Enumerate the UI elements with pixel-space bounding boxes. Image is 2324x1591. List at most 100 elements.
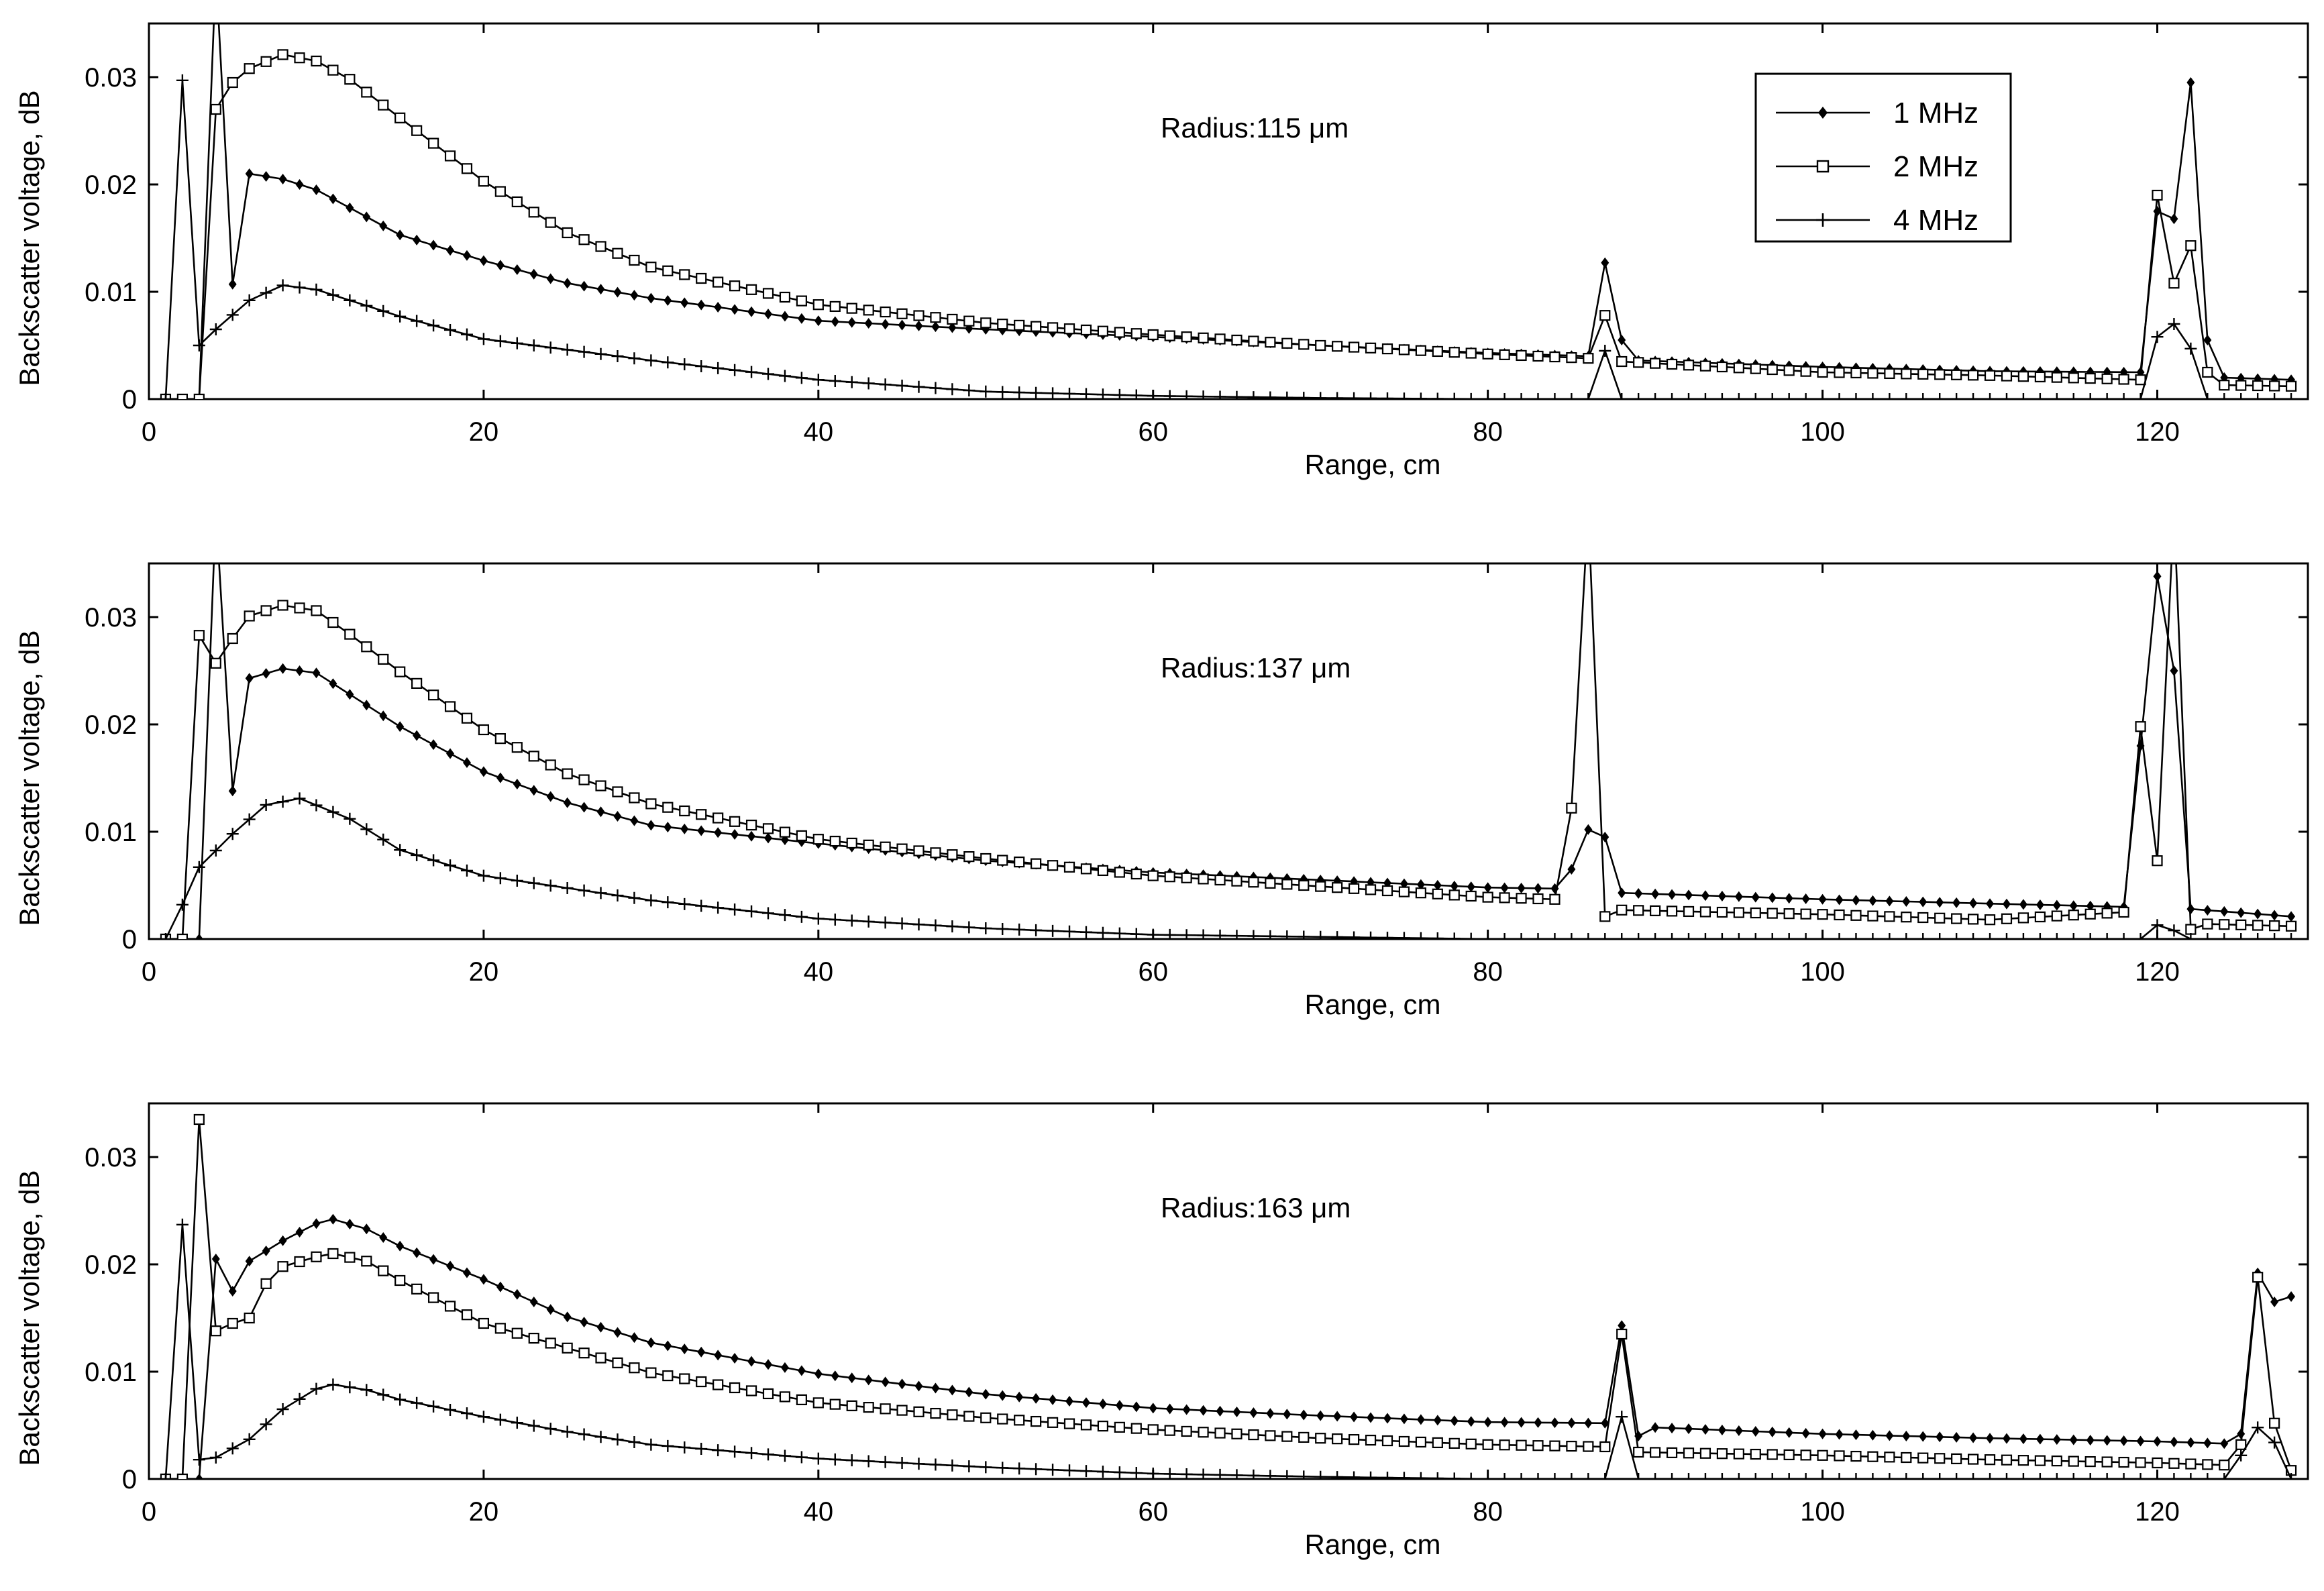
point-1mhz — [1433, 879, 1442, 891]
point-2mhz — [311, 605, 322, 616]
point-2mhz — [2034, 911, 2046, 923]
point-2mhz — [1482, 891, 1493, 903]
point-2mhz — [1834, 367, 1845, 378]
point-2mhz — [1198, 873, 1209, 885]
point-2mhz — [930, 312, 941, 323]
point-1mhz — [814, 1368, 823, 1380]
point-4mhz — [1197, 929, 1210, 939]
point-4mhz — [1833, 393, 1846, 399]
point-2mhz — [863, 305, 874, 316]
point-2mhz — [1031, 858, 1042, 869]
point-2mhz — [1867, 368, 1879, 379]
point-2mhz — [2051, 1456, 2062, 1467]
point-2mhz — [1650, 905, 1661, 916]
point-2mhz — [745, 1385, 757, 1396]
point-2mhz — [1951, 369, 1962, 380]
point-2mhz — [1415, 345, 1426, 356]
point-4mhz — [1683, 393, 1695, 399]
point-2mhz — [1666, 906, 1678, 917]
point-2mhz — [2269, 920, 2280, 932]
point-1mhz — [1852, 1429, 1860, 1441]
point-4mhz — [561, 1425, 574, 1438]
point-1mhz — [1952, 897, 1961, 908]
point-2mhz — [779, 1391, 791, 1403]
series-group — [159, 1113, 2298, 1479]
point-4mhz — [1096, 926, 1109, 939]
point-2mhz — [193, 630, 205, 641]
point-4mhz — [1481, 1473, 1494, 1479]
point-2mhz — [1716, 1448, 1728, 1460]
point-4mhz — [1816, 1473, 1829, 1479]
legend-label: 4 MHz — [1893, 204, 1978, 237]
point-1mhz — [1584, 824, 1593, 835]
point-1mhz — [664, 294, 672, 306]
point-2mhz — [896, 1405, 908, 1416]
point-2mhz — [762, 823, 774, 834]
point-4mhz — [594, 1431, 607, 1443]
x-tick-label: 100 — [1800, 1497, 1845, 1527]
point-4mhz — [829, 1453, 841, 1466]
point-2mhz — [294, 1256, 305, 1268]
point-4mhz — [1414, 392, 1427, 399]
point-4mhz — [2285, 1473, 2298, 1479]
point-1mhz — [1734, 1425, 1743, 1436]
point-2mhz — [1934, 369, 1946, 380]
x-tick-label: 60 — [1138, 417, 1168, 447]
point-4mhz — [2034, 933, 2046, 939]
point-4mhz — [1850, 393, 1862, 399]
point-1mhz — [1416, 1414, 1425, 1425]
point-4mhz — [2000, 933, 2013, 939]
y-tick-label: 0.01 — [85, 1358, 137, 1387]
point-1mhz — [1701, 1424, 1709, 1435]
point-1mhz — [2170, 665, 2178, 676]
point-1mhz — [2153, 1436, 2162, 1447]
point-4mhz — [1984, 1473, 1997, 1479]
point-1mhz — [1165, 1403, 1174, 1415]
point-4mhz — [1883, 1473, 1896, 1479]
point-2mhz — [762, 288, 774, 299]
point-4mhz — [1582, 1473, 1595, 1479]
point-2mhz — [1666, 1447, 1678, 1458]
point-4mhz — [845, 914, 858, 927]
point-4mhz — [1582, 933, 1595, 939]
point-4mhz — [678, 358, 691, 371]
point-1mhz — [1634, 888, 1643, 899]
point-4mhz — [2252, 393, 2264, 399]
point-1mhz — [1300, 1409, 1308, 1421]
point-4mhz — [1481, 393, 1494, 399]
point-1mhz — [2170, 1436, 2178, 1447]
point-1mhz — [479, 255, 488, 266]
point-2mhz — [712, 276, 724, 288]
point-4mhz — [812, 374, 825, 386]
point-1mhz — [312, 667, 321, 679]
point-2mhz — [729, 280, 741, 292]
point-4mhz — [193, 861, 205, 873]
point-4mhz — [1348, 931, 1361, 939]
legend-label: 1 MHz — [1893, 97, 1978, 129]
point-2mhz — [578, 234, 590, 245]
y-tick-label: 0.03 — [85, 603, 137, 633]
point-2mhz — [1348, 883, 1360, 894]
point-1mhz — [1216, 1405, 1224, 1417]
point-2mhz — [880, 306, 891, 318]
point-2mhz — [1147, 329, 1159, 341]
point-1mhz — [2186, 77, 2195, 88]
point-4mhz — [1431, 1472, 1444, 1479]
point-2mhz — [1248, 877, 1259, 888]
point-2mhz — [1650, 358, 1661, 369]
point-2mhz — [595, 1352, 606, 1364]
point-2mhz — [545, 217, 556, 228]
point-2mhz — [1348, 1434, 1360, 1445]
point-4mhz — [260, 799, 272, 811]
point-4mhz — [879, 1456, 892, 1468]
point-4mhz — [729, 364, 741, 376]
radius-annotation: Radius:137 μm — [1161, 652, 1351, 683]
point-4mhz — [1130, 1467, 1143, 1479]
point-4mhz — [1481, 933, 1494, 939]
point-2mhz — [679, 1373, 690, 1384]
point-1mhz — [1734, 891, 1743, 902]
point-4mhz — [2201, 1473, 2214, 1479]
point-1mhz — [864, 318, 873, 329]
point-4mhz — [1096, 1466, 1109, 1478]
point-1mhz — [1785, 1427, 1793, 1438]
